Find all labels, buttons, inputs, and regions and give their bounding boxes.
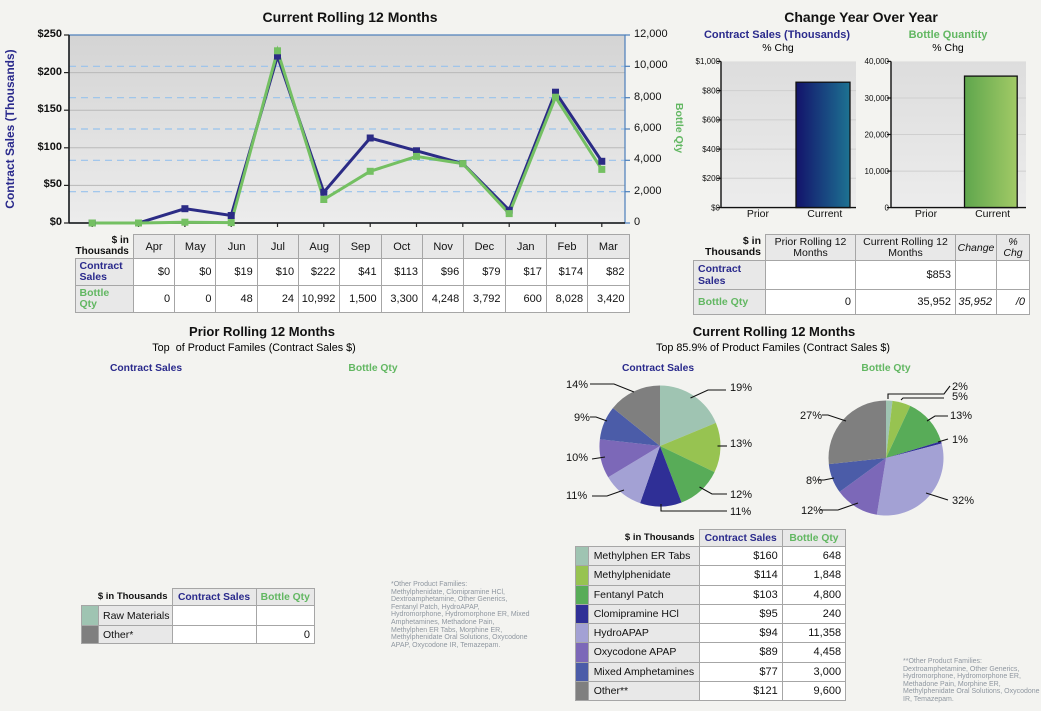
- svg-text:Current: Current: [975, 208, 1010, 220]
- svg-text:$0: $0: [711, 203, 720, 212]
- svg-text:13%: 13%: [730, 438, 752, 450]
- svg-text:$200: $200: [702, 174, 720, 183]
- svg-text:32%: 32%: [952, 495, 974, 507]
- svg-text:5%: 5%: [952, 391, 968, 403]
- svg-text:10,000: 10,000: [865, 167, 890, 176]
- svg-text:Prior: Prior: [747, 208, 770, 220]
- svg-text:1%: 1%: [952, 434, 968, 446]
- svg-text:40,000: 40,000: [865, 57, 890, 66]
- svg-text:14%: 14%: [566, 379, 588, 391]
- svg-text:$600: $600: [702, 116, 720, 125]
- svg-text:Prior: Prior: [915, 208, 938, 220]
- svg-text:11%: 11%: [730, 506, 751, 518]
- svg-text:$800: $800: [702, 86, 720, 95]
- svg-text:0: 0: [885, 203, 890, 212]
- svg-text:$400: $400: [702, 145, 720, 154]
- svg-text:10%: 10%: [566, 452, 588, 464]
- svg-text:27%: 27%: [800, 410, 822, 422]
- svg-text:9%: 9%: [574, 412, 590, 424]
- svg-text:8%: 8%: [806, 475, 822, 487]
- svg-text:19%: 19%: [730, 382, 752, 394]
- svg-text:30,000: 30,000: [865, 94, 890, 103]
- svg-text:12%: 12%: [730, 489, 752, 501]
- svg-text:Current: Current: [807, 208, 842, 220]
- svg-text:11%: 11%: [566, 490, 587, 502]
- svg-text:2%: 2%: [952, 381, 968, 393]
- svg-text:13%: 13%: [950, 410, 972, 422]
- svg-text:20,000: 20,000: [865, 130, 890, 139]
- svg-text:12%: 12%: [801, 505, 823, 517]
- svg-text:$1,000: $1,000: [696, 57, 721, 66]
